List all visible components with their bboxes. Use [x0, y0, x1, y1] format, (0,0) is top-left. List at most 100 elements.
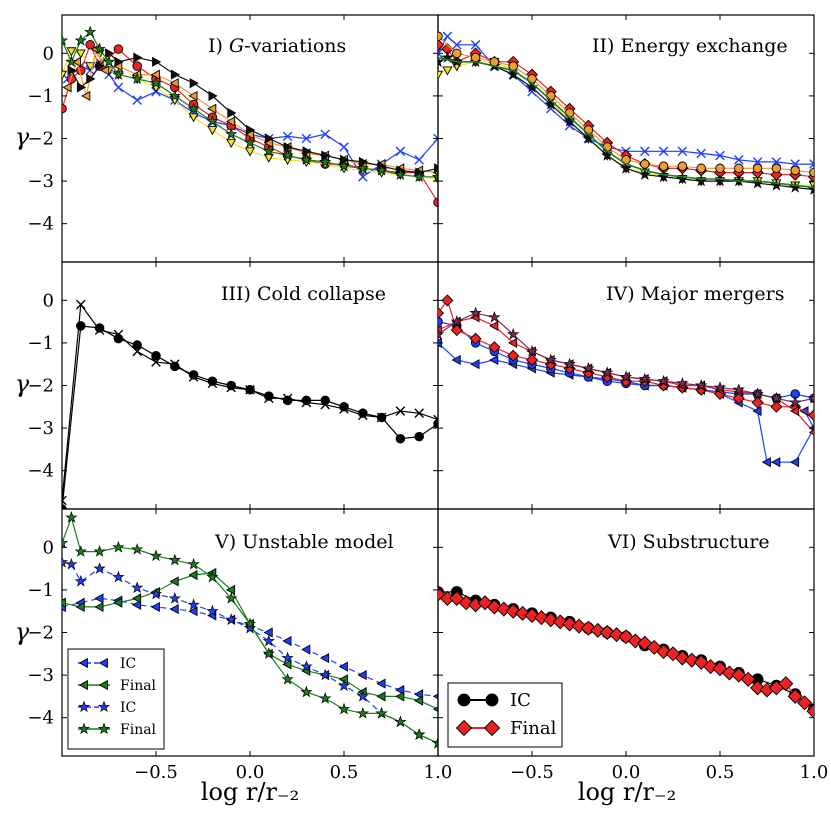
panel-V-series-1-point-19 — [413, 695, 424, 706]
panel-IV-title: IV) Major mergers — [606, 283, 785, 305]
panel-VI-series-1-point-0 — [438, 586, 446, 602]
panel-I-ytick-label-2: −2 — [27, 129, 54, 150]
panel-II-series-0-point-6 — [527, 86, 537, 97]
panel-IV-series-4-point-11 — [638, 372, 651, 385]
panel-IV-series-0-point-18 — [761, 457, 771, 468]
panel-V-series-1-point-18 — [395, 691, 405, 702]
panel-IV-series-group — [438, 294, 814, 468]
panel-V-ytick-label-1: −1 — [27, 580, 54, 601]
panel-II-series-1-line — [438, 44, 814, 178]
panel-III-series-1-point-1 — [76, 299, 86, 310]
panel-I-series-3-point-10 — [207, 103, 217, 114]
panel-V-series-3-point-14 — [300, 685, 313, 698]
panel-V-series-1-point-7 — [188, 569, 198, 581]
panel-I-series-5-point-5 — [102, 55, 116, 68]
panel-III-series-1-point-10 — [245, 384, 255, 395]
panel-II-series-0-point-16 — [715, 150, 725, 161]
panel-III-series-1-point-16 — [358, 410, 368, 421]
panel-V-ytick-label-3: −3 — [27, 665, 54, 686]
panel-V-series-1-point-2 — [94, 601, 104, 613]
panel-V-series-0-point-15 — [338, 661, 348, 672]
panel-II-series-4-point-8 — [583, 125, 594, 135]
panel-V-series-3-point-6 — [149, 549, 163, 562]
panel-IV-series-4-point-8 — [582, 362, 595, 374]
panel-I-series-0-point-20 — [395, 146, 406, 157]
panel-III-series-1-point-18 — [395, 406, 406, 416]
panel-V-series-3-point-20 — [413, 728, 426, 740]
ylabel-row-3: γ — [15, 618, 30, 646]
panel-IV-series-2-point-0 — [438, 307, 445, 320]
axis-ticks: 0 −1 −2 −3 −4 0 −1 −2 −3 −4 −0.5 0.0 0.5 1.0 0 −1 −2 −3 −4… — [27, 15, 828, 783]
panel-II-series-5-line — [438, 56, 814, 189]
panel-II-series-4-point-9 — [602, 142, 612, 152]
panel-III-ytick-label-1: −1 — [27, 333, 54, 354]
panel-V-series-3-point-12 — [262, 647, 275, 659]
panel-V-series-2-point-3 — [93, 562, 106, 574]
panel-I-series-2-point-11 — [207, 126, 218, 136]
panel-V-series-0-point-16 — [357, 670, 367, 681]
panel-V-series-2-point-2 — [74, 574, 87, 587]
panel-I-series-3-point-7 — [150, 69, 160, 80]
panel-V-series-1-point-12 — [282, 659, 292, 670]
panel-I-series-5-point-11 — [206, 115, 219, 127]
panel-V-series-final-3 — [62, 511, 438, 749]
legend-V-marker-b-3 — [97, 722, 111, 735]
panel-I-series-1-point-0 — [62, 103, 67, 114]
panel-V-series-2-point-6 — [149, 587, 163, 600]
panel-I-series-3-point-9 — [188, 90, 198, 101]
panel-V-series-2-point-0 — [62, 555, 69, 568]
panel-V-series-3-point-1 — [65, 511, 78, 523]
panel-V-series-1-point-4 — [131, 593, 142, 604]
panel-II-series-4-point-15 — [715, 163, 725, 174]
panel-II-series-0-point-17 — [734, 154, 744, 165]
panel-VI-series-1-point-40 — [806, 703, 814, 719]
panel-V-series-3-point-2 — [74, 545, 87, 557]
panel-III-series-1-point-12 — [282, 393, 293, 404]
panel-V-series-2-point-10 — [225, 613, 238, 625]
panel-II-series-0-point-1 — [442, 31, 453, 42]
panel-V-series-0-point-4 — [131, 599, 142, 610]
panel-V-series-3-point-21 — [431, 736, 438, 749]
panel-II-series-2-point-21 — [808, 181, 814, 191]
panel-III-series-0-point-3 — [113, 333, 124, 344]
panel-IV-series-2-point-18 — [751, 396, 764, 409]
panel-I-series-4-point-7 — [152, 56, 162, 67]
panel-V-series-3-point-19 — [394, 715, 407, 728]
panel-I-series-2-point-2 — [75, 49, 86, 59]
panel-III-series-0-point-7 — [188, 370, 199, 380]
panel-V-series-2-line — [62, 561, 438, 744]
legend-V-marker-a-1 — [78, 679, 88, 691]
panel-VI-xtick-label-3: 1.0 — [800, 762, 829, 783]
panel-I-series-5-point-3 — [84, 25, 97, 38]
panel-I-title: I) G-variations — [208, 35, 346, 57]
panel-I-series-4-point-3 — [95, 61, 105, 72]
panel-II-series-4-point-14 — [696, 163, 706, 174]
panel-I-series-2-point-0 — [62, 70, 68, 80]
panel-IV-series-4-point-2 — [469, 306, 482, 319]
panel-I-series-0-point-16 — [320, 129, 330, 140]
panel-I-ytick-label-4: −4 — [27, 214, 54, 235]
panel-V-series-1-point-9 — [225, 584, 236, 595]
panel-V-xtick-label-1: 0.0 — [236, 762, 265, 783]
panel-III-series-1-point-2 — [94, 325, 105, 335]
panel-II-series-4-point-12 — [658, 161, 669, 171]
panel-I-series-1-point-3 — [85, 40, 95, 50]
panel-V-series-0-point-5 — [150, 601, 160, 613]
panel-V-series-2-point-5 — [131, 581, 144, 593]
legend-VI-marker-b-0 — [485, 693, 499, 707]
panel-I-series-0-point-17 — [339, 142, 349, 152]
panel-I-series-5-point-20 — [375, 164, 388, 176]
panel-I-series-1-point-22 — [433, 197, 438, 208]
panel-II-series-0-point-2 — [452, 40, 462, 50]
panel-I-series-5-point-15 — [281, 149, 294, 161]
panel-I-series-4-point-13 — [264, 133, 275, 144]
panel-III-plot — [62, 299, 438, 509]
panel-IV-series-3-point-3 — [489, 320, 499, 331]
panel-I-series-5-point-23 — [431, 170, 438, 183]
panel-VI-plot — [438, 586, 814, 719]
panel-V-title: V) Unstable model — [214, 531, 394, 553]
panel-II-series-3-point-12 — [638, 168, 651, 180]
panel-VI-xtick-label-1: 0.0 — [612, 762, 641, 783]
panel-V-series-1-point-6 — [169, 576, 179, 587]
panel-V-series-2-point-15 — [319, 668, 332, 681]
